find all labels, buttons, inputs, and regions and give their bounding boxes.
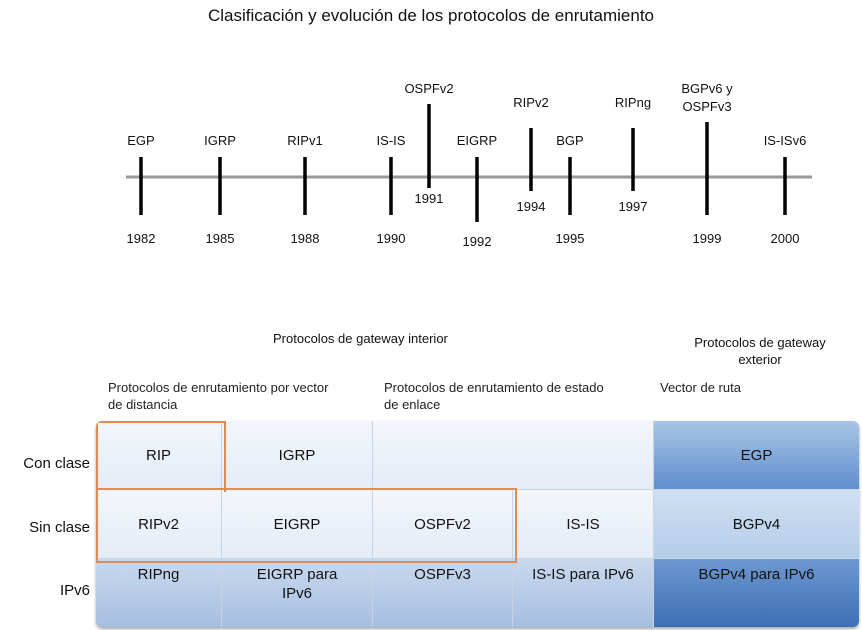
timeline-protocol-label: BGPv6 y	[681, 81, 733, 96]
cell-classless-link-state: OSPFv2	[373, 490, 513, 559]
row-label-classless: Sin clase	[29, 519, 90, 536]
timeline-year-label: 1992	[463, 234, 492, 249]
header-exterior-gateway: Protocolos de gateway exterior	[660, 334, 860, 368]
timeline-protocol-label: EGP	[127, 133, 154, 148]
timeline-year-label: 1988	[291, 231, 320, 246]
timeline-year-label: 1991	[415, 191, 444, 206]
cell-classless-distance-vector-2: EIGRP	[222, 490, 373, 559]
cell-ipv6-path-vector: BGPv4 para IPv6	[654, 559, 859, 627]
cell-ipv6-eigrp-line2: IPv6	[281, 585, 312, 602]
cell-classful-link-state	[373, 421, 654, 490]
diagram-title: Clasificación y evolución de los protoco…	[207, 6, 655, 25]
header-link-state: Protocolos de enrutamiento de estado de …	[384, 379, 604, 413]
cell-classless-link-state-2: IS-IS	[513, 490, 654, 559]
timeline-year-label: 1995	[556, 231, 585, 246]
timeline-year-label: 2000	[771, 231, 800, 246]
timeline: EGP 1982 IGRP 1985 RIPv1 1988 IS-IS 1990 OSPFv2 1…	[126, 81, 812, 249]
row-label-classful: Con clase	[23, 455, 90, 472]
cell-ipv6-distance-vector-2: EIGRP para IPv6	[222, 559, 373, 627]
timeline-year-label: 1990	[377, 231, 406, 246]
timeline-protocol-label: OSPFv3	[682, 99, 731, 114]
cell-ipv6-link-state: OSPFv3	[373, 559, 513, 627]
header-distance-vector-line1: Protocolos de enrutamiento por vector	[108, 380, 329, 395]
header-exterior-line1: Protocolos de gateway	[694, 335, 826, 350]
timeline-protocol-label: IS-ISv6	[764, 133, 807, 148]
timeline-protocol-label: RIPng	[615, 95, 651, 110]
protocol-classification-table: RIP IGRP EGP RIPv2 EIGRP OSPFv2 IS-IS BG…	[96, 421, 859, 627]
timeline-protocol-label: IS-IS	[377, 133, 406, 148]
cell-ipv6-eigrp-line1: EIGRP para	[256, 566, 338, 583]
header-distance-vector: Protocolos de enrutamiento por vector de…	[108, 379, 328, 413]
timeline-year-label: 1985	[206, 231, 235, 246]
timeline-protocol-label: RIPv2	[513, 95, 548, 110]
header-exterior-line2: exterior	[738, 352, 782, 367]
header-link-state-line2: de enlace	[384, 397, 441, 412]
cell-classful-distance-vector-2: IGRP	[222, 421, 373, 490]
cell-classful-distance-vector: RIP	[96, 421, 222, 490]
timeline-protocol-label: OSPFv2	[404, 81, 453, 96]
cell-classless-distance-vector: RIPv2	[96, 490, 222, 559]
cell-ipv6-distance-vector: RIPng	[96, 559, 222, 627]
header-interior-gateway: Protocolos de gateway interior	[273, 331, 448, 346]
timeline-protocol-label: IGRP	[204, 133, 236, 148]
timeline-year-label: 1997	[619, 199, 648, 214]
header-path-vector: Vector de ruta	[660, 380, 741, 395]
timeline-protocol-label: EIGRP	[457, 133, 497, 148]
timeline-year-label: 1982	[127, 231, 156, 246]
timeline-year-label: 1999	[693, 231, 722, 246]
cell-classless-path-vector: BGPv4	[654, 490, 859, 559]
header-link-state-line1: Protocolos de enrutamiento de estado	[384, 380, 604, 395]
row-label-ipv6: IPv6	[59, 582, 90, 599]
cell-classful-path-vector: EGP	[654, 421, 859, 490]
timeline-year-label: 1994	[517, 199, 546, 214]
timeline-protocol-label: BGP	[556, 133, 583, 148]
header-distance-vector-line2: de distancia	[108, 397, 178, 412]
cell-ipv6-link-state-2: IS-IS para IPv6	[513, 559, 654, 627]
timeline-protocol-label: RIPv1	[287, 133, 322, 148]
